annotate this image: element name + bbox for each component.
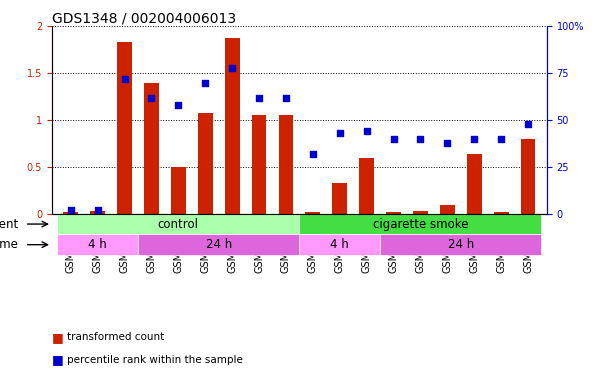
Bar [413,211,428,214]
Text: 4 h: 4 h [331,238,349,251]
Point [523,121,533,127]
Bar [386,212,401,214]
Bar [299,214,541,234]
Text: ■: ■ [52,331,68,344]
Point [200,80,210,86]
Point [66,207,76,213]
Bar [521,139,535,214]
Text: ■: ■ [52,354,68,366]
Bar [225,38,240,214]
Point [362,128,371,134]
Bar [494,212,508,214]
Text: agent: agent [0,217,18,231]
Bar [171,167,186,214]
Point [120,76,130,82]
Point [469,136,479,142]
Bar [90,211,105,214]
Bar [198,112,213,214]
Bar [332,183,347,214]
Point [308,151,318,157]
Text: 4 h: 4 h [88,238,107,251]
Bar [306,212,320,214]
Bar [279,116,293,214]
Point [335,130,345,136]
Text: control: control [158,217,199,231]
Bar [57,234,138,255]
Bar [117,42,132,214]
Bar [440,206,455,214]
Bar [299,234,380,255]
Point [254,94,264,100]
Bar [467,154,481,214]
Point [496,136,506,142]
Point [442,140,452,146]
Text: 24 h: 24 h [205,238,232,251]
Bar [64,212,78,214]
Point [174,102,183,108]
Text: GDS1348 / 002004006013: GDS1348 / 002004006013 [52,11,236,25]
Bar [57,214,299,234]
Text: transformed count: transformed count [67,333,164,342]
Point [415,136,425,142]
Point [389,136,398,142]
Point [93,207,103,213]
Point [147,94,156,100]
Point [281,94,291,100]
Text: 24 h: 24 h [448,238,474,251]
Text: time: time [0,238,18,251]
Text: cigarette smoke: cigarette smoke [373,217,468,231]
Text: percentile rank within the sample: percentile rank within the sample [67,355,243,365]
Bar [144,82,159,214]
Point [227,64,237,70]
Bar [380,234,541,255]
Bar [138,234,299,255]
Bar [359,158,374,214]
Bar [252,116,266,214]
